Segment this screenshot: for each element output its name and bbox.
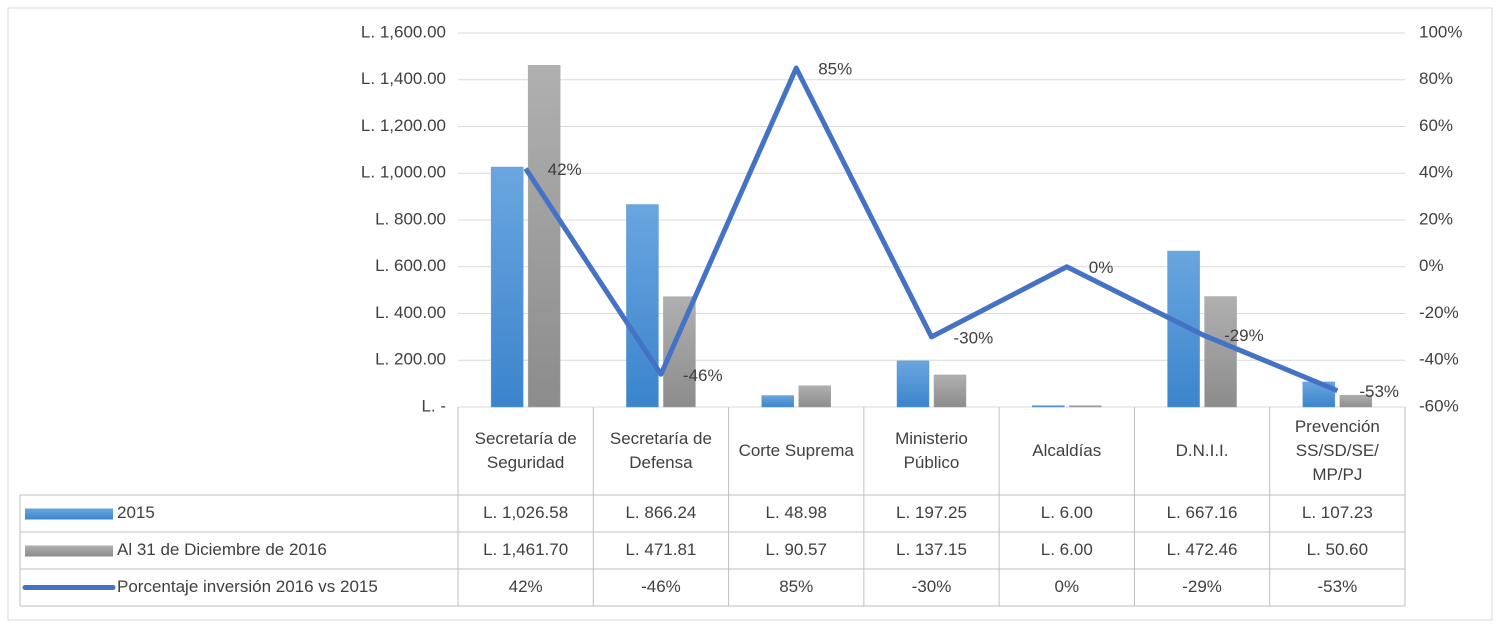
bar [896, 360, 930, 408]
y-tick-label: L. 600.00 [375, 256, 446, 275]
data-label: 85% [818, 60, 852, 79]
table-cell: L. 107.23 [1302, 503, 1373, 522]
table-cell: L. 1,026.58 [483, 503, 568, 522]
category-cell: Corte Suprema [738, 441, 854, 460]
line [523, 65, 1339, 393]
y-tick-label: L. 800.00 [375, 209, 446, 228]
table-cell: -30% [912, 577, 952, 596]
data-label: -53% [1359, 382, 1399, 401]
legend-swatch [25, 545, 113, 557]
table-cell: L. 866.24 [625, 503, 696, 522]
y2-tick-label: 0% [1419, 256, 1444, 275]
table-cell: L. 667.16 [1167, 503, 1238, 522]
table-cell: L. 137.15 [896, 540, 967, 559]
table-cell: L. 197.25 [896, 503, 967, 522]
y2-tick-label: -40% [1419, 350, 1459, 369]
table-cell: -46% [641, 577, 681, 596]
category-cell: Secretaría de Defensa [609, 429, 712, 472]
x-tick-label: Alcaldías [1032, 441, 1102, 460]
data-label: -30% [954, 328, 994, 347]
bar [1339, 394, 1373, 408]
y2-tick-label: -20% [1419, 303, 1459, 322]
legend-swatch [25, 508, 113, 520]
table-cell: L. 50.60 [1307, 540, 1368, 559]
bar [527, 65, 561, 408]
x-tick-label: Secretaría de Seguridad [474, 429, 577, 472]
y-tick-label: L. 400.00 [375, 303, 446, 322]
table-cell: L. 48.98 [765, 503, 826, 522]
y2-tick-label: 100% [1419, 22, 1462, 41]
legend-label: 2015 [117, 503, 155, 522]
x-tick-label: Secretaría de Defensa [609, 429, 712, 472]
y2-tick-label: 40% [1419, 163, 1453, 182]
table-cell: L. 471.81 [625, 540, 696, 559]
y2-tick-label: -60% [1419, 396, 1459, 415]
y2-tick-label: 80% [1419, 69, 1453, 88]
category-cell: Prevención SS/SD/SE/ MP/PJ [1294, 417, 1380, 484]
bar [490, 166, 524, 408]
x-tick-label: Ministerio Público [895, 429, 968, 472]
bar [1204, 296, 1237, 408]
y-tick-label: L. 1,400.00 [361, 69, 446, 88]
bar [761, 395, 794, 408]
legend-label: Al 31 de Diciembre de 2016 [117, 540, 327, 559]
category-cell: D.N.I.I. [1175, 441, 1229, 460]
table-cell: L. 472.46 [1167, 540, 1238, 559]
y-tick-label: L. 1,600.00 [361, 22, 446, 41]
y-tick-label: L. 1,200.00 [361, 116, 446, 135]
data-label: -29% [1224, 326, 1264, 345]
table-cell: 42% [509, 577, 543, 596]
table-cell: L. 6.00 [1041, 503, 1093, 522]
bar [798, 385, 831, 408]
y2-tick-label: 60% [1419, 116, 1453, 135]
x-tick-label: D.N.I.I. [1175, 441, 1229, 460]
x-tick-label: Prevención SS/SD/SE/ MP/PJ [1294, 417, 1380, 484]
y2-tick-label: 20% [1419, 209, 1453, 228]
table-cell: -29% [1182, 577, 1222, 596]
table-cell: 85% [779, 577, 813, 596]
y-tick-label: L. 1,000.00 [361, 163, 446, 182]
legend-label: Porcentaje inversión 2016 vs 2015 [117, 577, 378, 596]
bar [933, 374, 967, 408]
data-label: 0% [1089, 258, 1114, 277]
table-cell: L. 6.00 [1041, 540, 1093, 559]
table-cell: 0% [1054, 577, 1079, 596]
table-cell: L. 90.57 [765, 540, 826, 559]
category-cell: Secretaría de Seguridad [474, 429, 577, 472]
category-cell: Ministerio Público [895, 429, 968, 472]
data-label: 42% [548, 160, 582, 179]
y-tick-label: L. 200.00 [375, 350, 446, 369]
bar [1069, 405, 1102, 408]
table-cell: -53% [1318, 577, 1358, 596]
bar [1032, 405, 1065, 408]
bar [626, 204, 659, 408]
table-cell: L. 1,461.70 [483, 540, 568, 559]
x-tick-label: Corte Suprema [738, 441, 854, 460]
y-tick-label: L. - [421, 396, 446, 415]
data-label: -46% [683, 366, 723, 385]
category-cell: Alcaldías [1032, 441, 1102, 460]
